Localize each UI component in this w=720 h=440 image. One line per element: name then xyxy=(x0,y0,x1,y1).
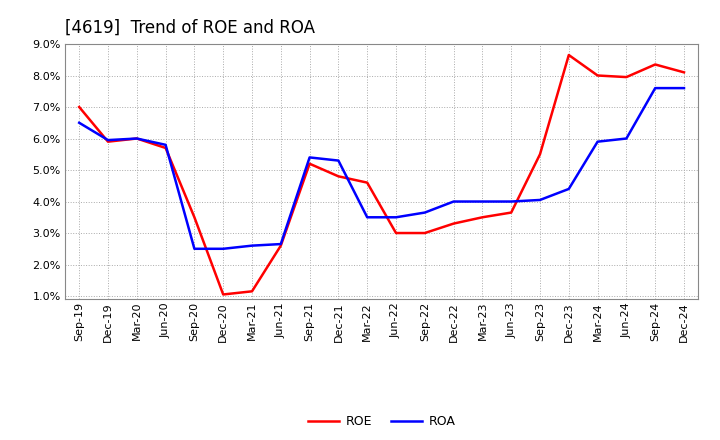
ROE xyxy=(132,136,141,141)
ROE xyxy=(651,62,660,67)
ROA xyxy=(248,243,256,248)
ROA xyxy=(622,136,631,141)
ROE xyxy=(305,161,314,166)
ROA xyxy=(536,197,544,202)
ROE xyxy=(478,215,487,220)
ROE xyxy=(219,292,228,297)
ROA xyxy=(593,139,602,144)
ROE xyxy=(564,52,573,58)
ROA xyxy=(651,85,660,91)
ROE xyxy=(334,174,343,179)
ROE xyxy=(622,74,631,80)
ROA xyxy=(392,215,400,220)
ROE xyxy=(248,289,256,294)
ROA xyxy=(507,199,516,204)
ROA xyxy=(132,136,141,141)
ROE xyxy=(680,70,688,75)
ROA xyxy=(219,246,228,251)
ROE xyxy=(593,73,602,78)
ROA xyxy=(334,158,343,163)
ROE xyxy=(75,104,84,110)
Text: [4619]  Trend of ROE and ROA: [4619] Trend of ROE and ROA xyxy=(65,19,315,37)
ROE xyxy=(104,139,112,144)
ROA xyxy=(305,155,314,160)
ROE xyxy=(536,152,544,157)
ROE xyxy=(507,210,516,215)
ROA xyxy=(680,85,688,91)
ROA xyxy=(449,199,458,204)
ROA xyxy=(420,210,429,215)
ROA xyxy=(363,215,372,220)
Legend: ROE, ROA: ROE, ROA xyxy=(303,411,460,433)
ROE xyxy=(363,180,372,185)
ROE xyxy=(161,145,170,150)
ROA xyxy=(276,242,285,247)
ROE xyxy=(190,215,199,220)
Line: ROE: ROE xyxy=(79,55,684,294)
ROA xyxy=(75,120,84,125)
ROA xyxy=(161,142,170,147)
ROA xyxy=(190,246,199,251)
ROA xyxy=(478,199,487,204)
ROE xyxy=(449,221,458,226)
ROE xyxy=(420,231,429,236)
ROE xyxy=(392,231,400,236)
ROA xyxy=(104,137,112,143)
ROE xyxy=(276,243,285,248)
Line: ROA: ROA xyxy=(79,88,684,249)
ROA xyxy=(564,186,573,191)
